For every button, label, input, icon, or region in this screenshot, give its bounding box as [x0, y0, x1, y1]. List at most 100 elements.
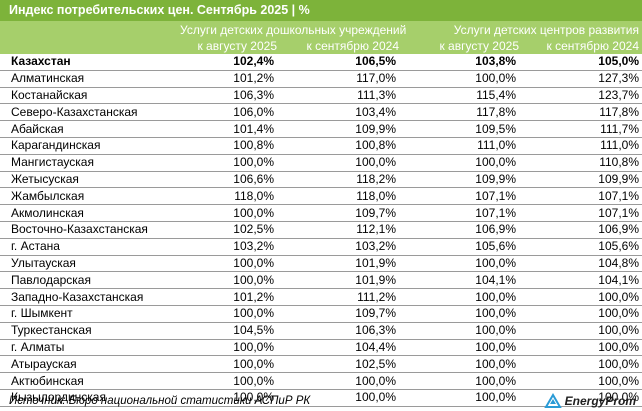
value-preschool-sep: 106,5%	[277, 54, 399, 71]
value-preschool-aug: 100,0%	[180, 271, 277, 290]
footer: Источник: Бюро национальной статистики А…	[0, 392, 642, 411]
region-name: Улытауская	[0, 255, 180, 273]
value-centers-aug: 100,0%	[399, 389, 519, 407]
table-row: Актюбинская 100,0% 100,0% 100,0% 100,0%	[0, 372, 642, 390]
region-name: г. Шымкент	[0, 305, 180, 323]
value-preschool-aug: 106,0%	[180, 103, 277, 122]
region-name: Кызылординская	[0, 389, 180, 407]
value-centers-sep: 100,0%	[519, 339, 642, 357]
value-centers-aug: 100,0%	[399, 255, 519, 273]
table-row: г. Алматы 100,0% 104,4% 100,0% 100,0%	[0, 339, 642, 357]
value-centers-sep: 109,9%	[519, 171, 642, 189]
value-preschool-aug: 103,2%	[180, 238, 277, 256]
value-centers-aug: 100,0%	[399, 355, 519, 374]
value-preschool-sep: 104,4%	[277, 339, 399, 357]
value-preschool-aug: 102,4%	[180, 54, 277, 71]
table-body: Казахстан 102,4% 106,5% 103,8% 105,0% Алматин…	[0, 54, 642, 407]
value-centers-aug: 100,0%	[399, 70, 519, 88]
region-name: Западно-Казахстанская	[0, 288, 180, 306]
value-preschool-aug: 102,5%	[180, 221, 277, 239]
value-preschool-aug: 101,4%	[180, 120, 277, 138]
value-preschool-aug: 106,3%	[180, 87, 277, 105]
column-group-preschool: Услуги детских дошкольных учреждений	[180, 23, 407, 37]
value-preschool-aug: 104,5%	[180, 322, 277, 340]
value-centers-aug: 100,0%	[399, 339, 519, 357]
table-row-total: Казахстан 102,4% 106,5% 103,8% 105,0%	[0, 54, 642, 71]
table-row: Улытауская 100,0% 101,9% 100,0% 104,8%	[0, 255, 642, 273]
value-centers-sep: 105,6%	[519, 238, 642, 256]
value-centers-sep: 100,0%	[519, 322, 642, 340]
value-preschool-sep: 103,4%	[277, 103, 399, 122]
value-centers-sep: 104,8%	[519, 255, 642, 273]
value-preschool-aug: 100,0%	[180, 255, 277, 273]
region-name: Северо-Казахстанская	[0, 103, 180, 122]
value-centers-sep: 105,0%	[519, 54, 642, 71]
value-centers-sep: 106,9%	[519, 221, 642, 239]
region-name: Абайская	[0, 120, 180, 138]
region-name: Мангистауская	[0, 154, 180, 172]
value-centers-aug: 115,4%	[399, 87, 519, 105]
table-row: Костанайская 106,3% 111,3% 115,4% 123,7%	[0, 87, 642, 105]
table-row: г. Шымкент 100,0% 109,7% 100,0% 100,0%	[0, 305, 642, 323]
region-name: Туркестанская	[0, 322, 180, 340]
region-name: Жетысуская	[0, 171, 180, 189]
source-note: Источник: Бюро национальной статистики А…	[9, 395, 311, 407]
value-centers-aug: 100,0%	[399, 305, 519, 323]
value-preschool-aug: 100,0%	[180, 305, 277, 323]
value-centers-aug: 117,8%	[399, 103, 519, 122]
value-preschool-aug: 118,0%	[180, 187, 277, 206]
value-centers-sep: 107,1%	[519, 204, 642, 222]
table-row: Восточно-Казахстанская 102,5% 112,1% 106,9%…	[0, 221, 642, 239]
table-row: Кызылординская 100,0% 100,0% 100,0% 100,0%	[0, 389, 642, 407]
table-row: Алматинская 101,2% 117,0% 100,0% 127,3%	[0, 70, 642, 88]
value-preschool-sep: 109,9%	[277, 120, 399, 138]
value-preschool-sep: 109,7%	[277, 305, 399, 323]
value-centers-sep: 111,7%	[519, 120, 642, 138]
value-centers-aug: 100,0%	[399, 154, 519, 172]
value-preschool-sep: 117,0%	[277, 70, 399, 88]
value-centers-aug: 107,1%	[399, 187, 519, 206]
value-preschool-aug: 101,2%	[180, 70, 277, 88]
col-header-centers-sep: к сентябрю 2024	[546, 39, 639, 53]
region-name: Акмолинская	[0, 204, 180, 222]
value-centers-aug: 105,6%	[399, 238, 519, 256]
col-header-preschool-sep: к сентябрю 2024	[306, 39, 399, 53]
region-name: г. Астана	[0, 238, 180, 256]
value-preschool-sep: 118,0%	[277, 187, 399, 206]
page-title: Индекс потребительских цен. Сентябрь 202…	[0, 0, 642, 21]
table-row: Мангистауская 100,0% 100,0% 100,0% 110,8%	[0, 154, 642, 172]
table-row: Северо-Казахстанская 106,0% 103,4% 117,8% 11…	[0, 103, 642, 122]
value-centers-sep: 100,0%	[519, 355, 642, 374]
region-name: Актюбинская	[0, 372, 180, 390]
value-preschool-aug: 100,0%	[180, 389, 277, 407]
table-row: Западно-Казахстанская 101,2% 111,2% 100,0% 1…	[0, 288, 642, 306]
value-preschool-aug: 100,0%	[180, 339, 277, 357]
value-centers-sep: 123,7%	[519, 87, 642, 105]
column-group-development-centers: Услуги детских центров развития	[453, 23, 639, 37]
col-header-preschool-aug: к августу 2025	[197, 39, 277, 53]
value-preschool-sep: 100,0%	[277, 154, 399, 172]
col-header-centers-aug: к августу 2025	[439, 39, 519, 53]
value-preschool-aug: 101,2%	[180, 288, 277, 306]
region-name: Жамбылская	[0, 187, 180, 206]
value-preschool-sep: 101,9%	[277, 271, 399, 290]
value-preschool-aug: 100,0%	[180, 154, 277, 172]
value-centers-aug: 109,9%	[399, 171, 519, 189]
value-preschool-sep: 101,9%	[277, 255, 399, 273]
table-row: Жетысуская 106,6% 118,2% 109,9% 109,9%	[0, 171, 642, 189]
value-centers-sep: 111,0%	[519, 137, 642, 155]
value-centers-sep: 104,1%	[519, 271, 642, 290]
value-preschool-sep: 118,2%	[277, 171, 399, 189]
value-preschool-sep: 103,2%	[277, 238, 399, 256]
value-preschool-aug: 100,8%	[180, 137, 277, 155]
value-centers-sep: 100,0%	[519, 372, 642, 390]
table-row: г. Астана 103,2% 103,2% 105,6% 105,6%	[0, 238, 642, 256]
value-centers-aug: 103,8%	[399, 54, 519, 71]
value-preschool-sep: 100,0%	[277, 372, 399, 390]
value-centers-aug: 111,0%	[399, 137, 519, 155]
brand-logo: EnergyProm	[543, 392, 636, 410]
region-name: Казахстан	[0, 54, 180, 71]
value-centers-aug: 100,0%	[399, 322, 519, 340]
value-preschool-sep: 106,3%	[277, 322, 399, 340]
